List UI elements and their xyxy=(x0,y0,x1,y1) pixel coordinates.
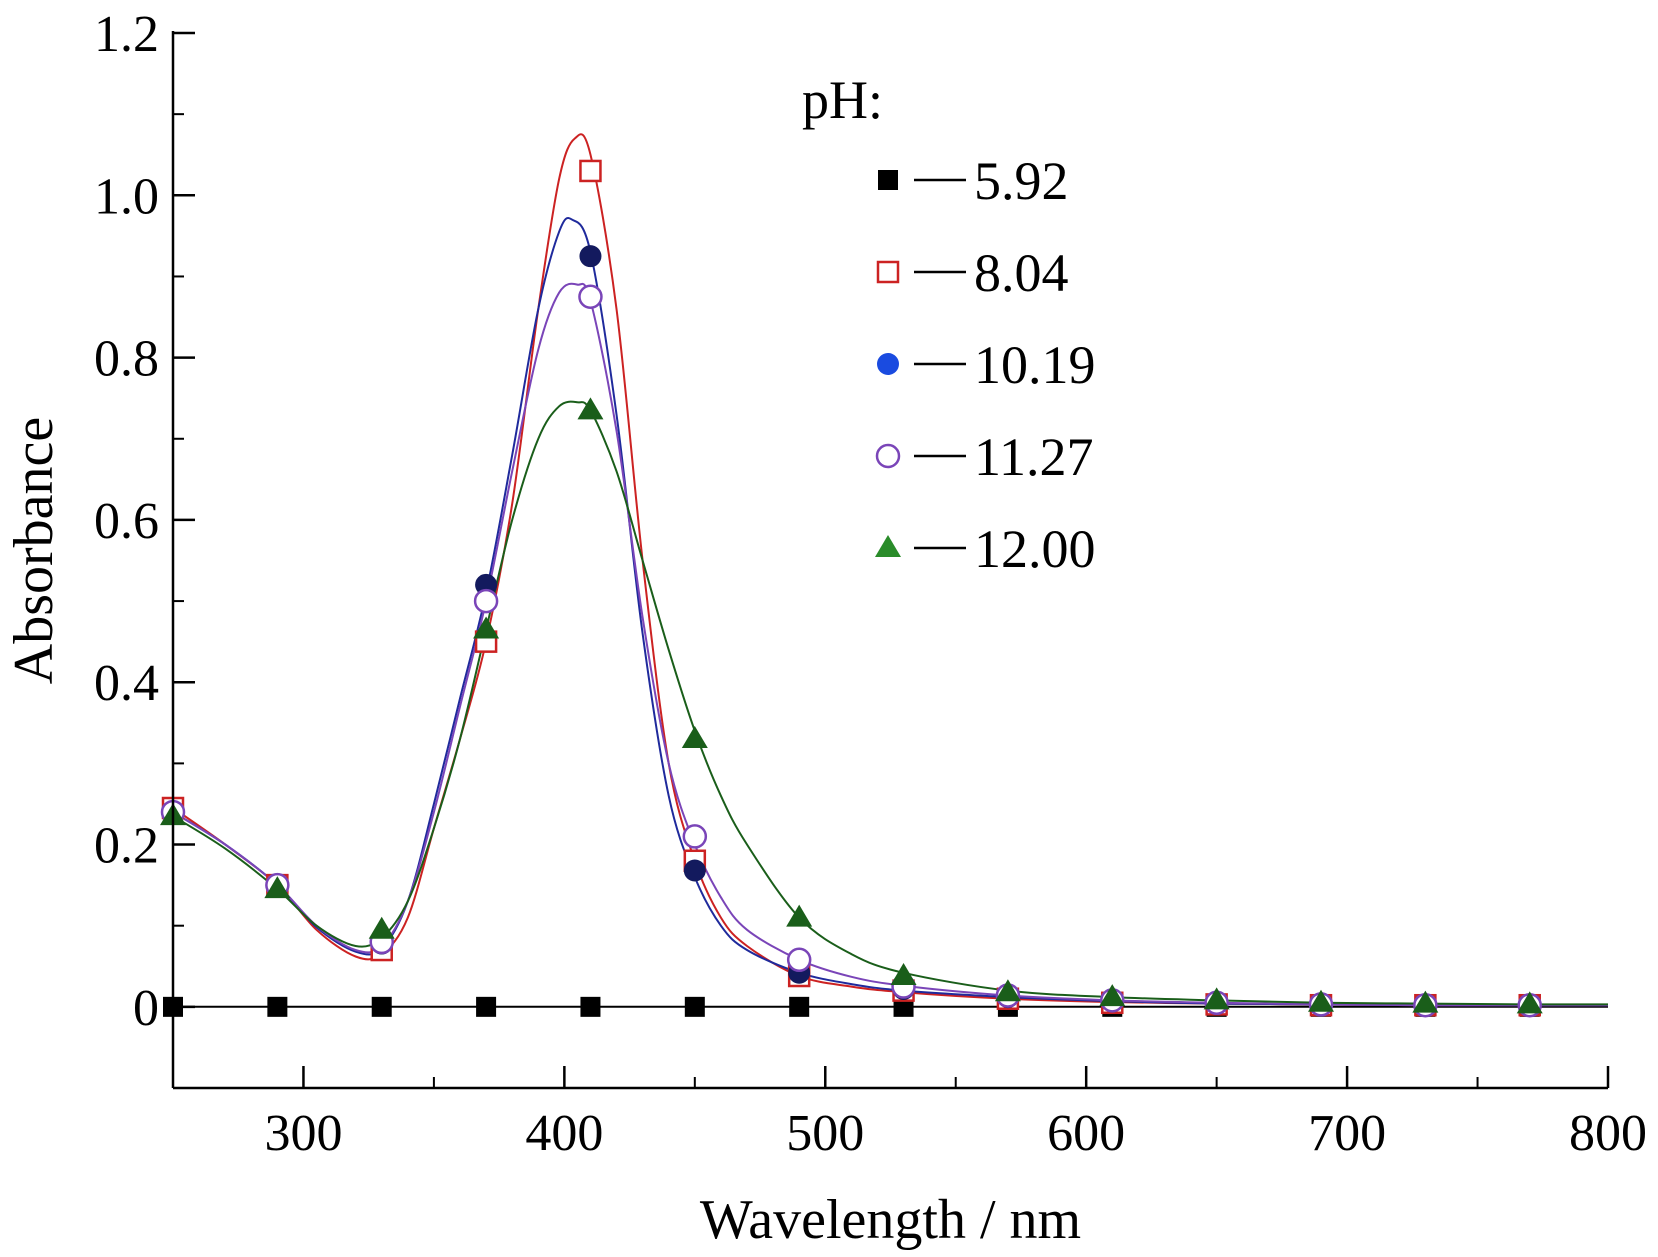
data-point-10.19-410 xyxy=(579,245,602,268)
y-tick-label-0.8: 0.8 xyxy=(94,331,159,388)
series-curve-10.19 xyxy=(172,217,1608,1007)
legend-label-5.92: 5.92 xyxy=(974,151,1069,211)
data-point-12.00-370 xyxy=(473,616,500,639)
series-curve-12.00 xyxy=(172,400,1609,1006)
data-point-12.00-730 xyxy=(1412,990,1439,1013)
y-tick-label-0.6: 0.6 xyxy=(94,493,159,550)
data-point-12.00-570 xyxy=(994,979,1021,1002)
legend-marker-5.92 xyxy=(878,170,898,190)
data-point-5.92-370 xyxy=(476,996,497,1017)
data-point-12.00-530 xyxy=(890,963,917,986)
data-point-5.92-330 xyxy=(371,996,392,1017)
legend-label-11.27: 11.27 xyxy=(974,427,1094,487)
legend-title: pH: xyxy=(802,70,883,130)
data-point-12.00-690 xyxy=(1308,989,1334,1012)
legend-marker-11.27 xyxy=(875,443,901,469)
data-point-12.00-410 xyxy=(577,397,604,420)
data-point-5.92-450 xyxy=(684,996,705,1017)
data-point-12.00-490 xyxy=(786,904,813,927)
legend-label-12.00: 12.00 xyxy=(974,519,1096,579)
legend-marker-12.00 xyxy=(875,535,901,557)
data-point-11.27-370 xyxy=(473,588,499,614)
axis-ticks: 0 0.2 0.4 0.6 0.8 1.0 1.2 300 400 500 600 700 800 xyxy=(94,6,1647,1162)
data-point-5.92-410 xyxy=(580,996,601,1017)
legend: pH: 5.92 8.04 10.19 11.27 12.00 xyxy=(802,70,1096,579)
legend-marker-10.19 xyxy=(877,353,899,375)
data-point-5.92-290 xyxy=(267,996,288,1017)
data-point-12.00-330 xyxy=(368,916,395,939)
data-point-11.27-410 xyxy=(578,284,603,309)
data-point-12.00-650 xyxy=(1203,987,1230,1010)
x-tick-label-800: 800 xyxy=(1569,1105,1647,1162)
legend-marker-8.04 xyxy=(876,260,900,284)
data-point-10.19-450 xyxy=(683,859,706,882)
data-point-5.92-490 xyxy=(789,996,810,1017)
series-markers xyxy=(160,159,1543,1018)
x-tick-label-500: 500 xyxy=(786,1105,864,1162)
legend-label-8.04: 8.04 xyxy=(974,243,1069,303)
data-point-12.00-290 xyxy=(264,876,291,899)
x-tick-label-400: 400 xyxy=(525,1105,603,1162)
data-point-11.27-450 xyxy=(682,824,708,849)
x-axis-title: Wavelength / nm xyxy=(700,1189,1081,1251)
x-tick-label-700: 700 xyxy=(1308,1105,1386,1162)
x-tick-label-600: 600 xyxy=(1047,1105,1125,1162)
y-tick-label-0.2: 0.2 xyxy=(94,818,159,875)
series-curve-11.27 xyxy=(172,282,1608,1007)
legend-label-10.19: 10.19 xyxy=(974,335,1096,395)
data-point-12.00-770 xyxy=(1516,991,1543,1014)
data-point-12.00-450 xyxy=(681,726,708,749)
y-tick-label-0: 0 xyxy=(133,980,159,1037)
y-axis-title: Absorbance xyxy=(3,417,65,684)
axes xyxy=(171,31,1608,1090)
x-tick-label-300: 300 xyxy=(264,1105,342,1162)
data-point-12.00-610 xyxy=(1099,984,1126,1007)
y-tick-label-1.0: 1.0 xyxy=(94,168,159,225)
data-point-11.27-490 xyxy=(786,947,812,973)
y-tick-label-1.2: 1.2 xyxy=(94,6,159,63)
y-tick-label-0.4: 0.4 xyxy=(94,655,159,712)
data-point-8.04-410 xyxy=(579,159,602,183)
